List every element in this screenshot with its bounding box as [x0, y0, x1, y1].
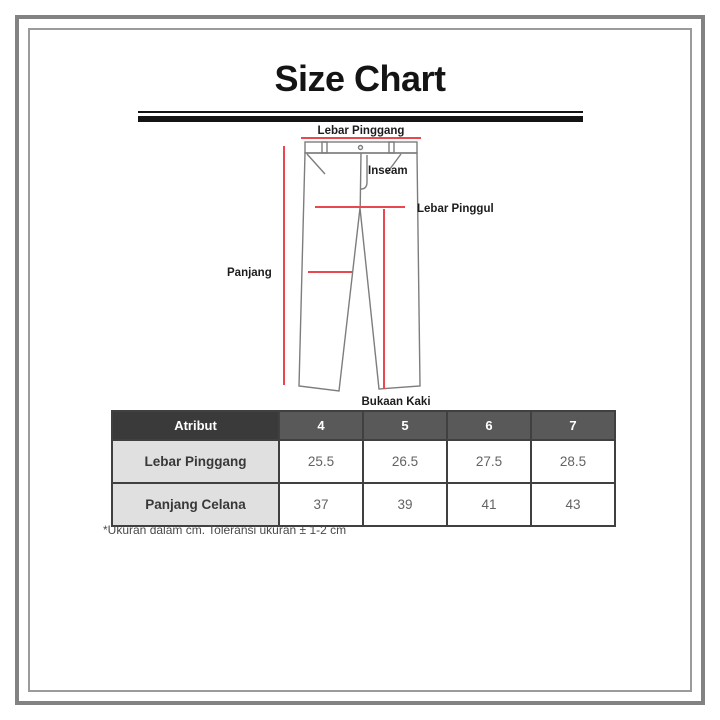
table-header-size-6: 6: [446, 410, 532, 441]
waist-value-size-7: 28.5: [530, 439, 616, 484]
length-value-size-5: 39: [362, 482, 448, 527]
belt-loop-left: [321, 141, 328, 154]
fly-center-seam: [359, 152, 362, 209]
pocket-seam-left: [306, 153, 326, 175]
pants-measurement-diagram: Lebar Pinggang Inseam Lebar Pinggul Panj…: [227, 125, 494, 408]
pants-body-outline: [298, 152, 421, 392]
label-waist: Lebar Pinggang: [318, 125, 405, 137]
pants-outline: [298, 141, 421, 392]
belt-loop-right: [388, 141, 395, 154]
fly-stitch-curve: [360, 155, 368, 190]
label-length: Panjang: [227, 267, 272, 279]
size-table: Atribut 4 5 6 7 Lebar Pinggang 25.5 26.5…: [111, 410, 616, 527]
table-header-size-5: 5: [362, 410, 448, 441]
waist-value-size-5: 26.5: [362, 439, 448, 484]
table-header-atribut: Atribut: [111, 410, 280, 441]
fly-button: [357, 144, 364, 151]
title-divider-thin-line: [138, 111, 583, 113]
page-title: Size Chart: [274, 58, 446, 99]
length-value-size-6: 41: [446, 482, 532, 527]
label-leg-opening: Bukaan Kaki: [361, 396, 430, 408]
row-label-waist: Lebar Pinggang: [111, 439, 280, 484]
row-label-length: Panjang Celana: [111, 482, 280, 527]
pocket-seam-right: [386, 153, 402, 174]
waist-value-size-4: 25.5: [278, 439, 364, 484]
measurement-lines: [283, 137, 421, 389]
table-row-length: Panjang Celana 37 39 41 43: [111, 482, 616, 527]
outer-frame-border: [15, 15, 705, 705]
length-value-size-4: 37: [278, 482, 364, 527]
length-value-size-7: 43: [530, 482, 616, 527]
table-header-size-7: 7: [530, 410, 616, 441]
table-row-waist: Lebar Pinggang 25.5 26.5 27.5 28.5: [111, 439, 616, 484]
inner-frame-border: [28, 28, 692, 692]
table-header-row: Atribut 4 5 6 7: [111, 410, 616, 441]
title-divider: [138, 111, 583, 122]
title-divider-thick-line: [138, 116, 583, 122]
label-hip: Lebar Pinggul: [417, 203, 494, 215]
waist-value-size-6: 27.5: [446, 439, 532, 484]
label-inseam: Inseam: [368, 165, 408, 177]
table-header-size-4: 4: [278, 410, 364, 441]
footnote: *Ukuran dalam cm. Toleransi ukuran ± 1-2…: [103, 523, 347, 537]
